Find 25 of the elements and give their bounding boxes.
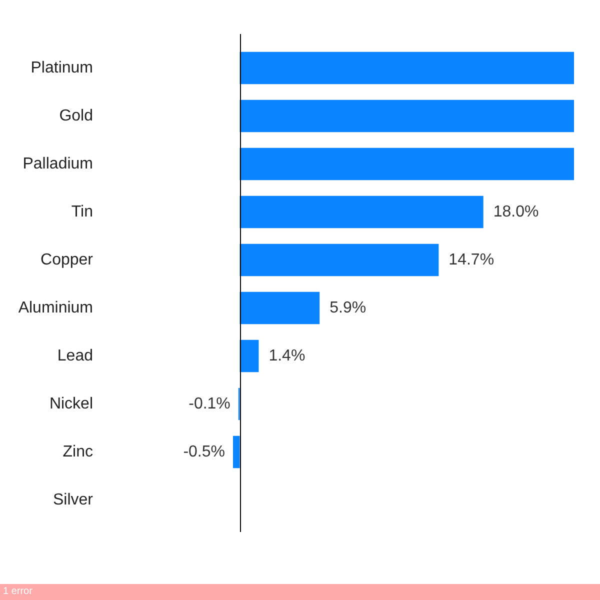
text: 1 error xyxy=(0,584,600,600)
y-tick-label: Gold xyxy=(59,107,93,124)
y-tick-label: Silver xyxy=(52,491,94,508)
y-tick-label: Nickel xyxy=(49,395,93,412)
bar xyxy=(240,196,484,228)
bar xyxy=(240,100,574,132)
bar xyxy=(240,340,259,372)
y-tick-label: Copper xyxy=(40,251,94,268)
bar xyxy=(240,244,439,276)
data-label: 14.7% xyxy=(448,251,494,268)
y-tick-label: Tin xyxy=(71,203,93,220)
bar xyxy=(240,148,574,180)
bar xyxy=(233,436,240,468)
bar xyxy=(240,52,574,84)
data-label: -0.5% xyxy=(183,443,225,460)
y-tick-label: Palladium xyxy=(22,155,93,172)
data-label: 18.0% xyxy=(493,203,539,220)
y-tick-label: Platinum xyxy=(30,59,93,76)
y-tick-label: Lead xyxy=(57,347,93,364)
y-tick-label: Zinc xyxy=(62,443,93,460)
bar xyxy=(240,292,320,324)
data-label: 1.4% xyxy=(268,347,306,364)
y-tick-label: Aluminium xyxy=(18,299,93,316)
data-label: -0.1% xyxy=(188,395,230,412)
data-label: 5.9% xyxy=(330,299,366,316)
